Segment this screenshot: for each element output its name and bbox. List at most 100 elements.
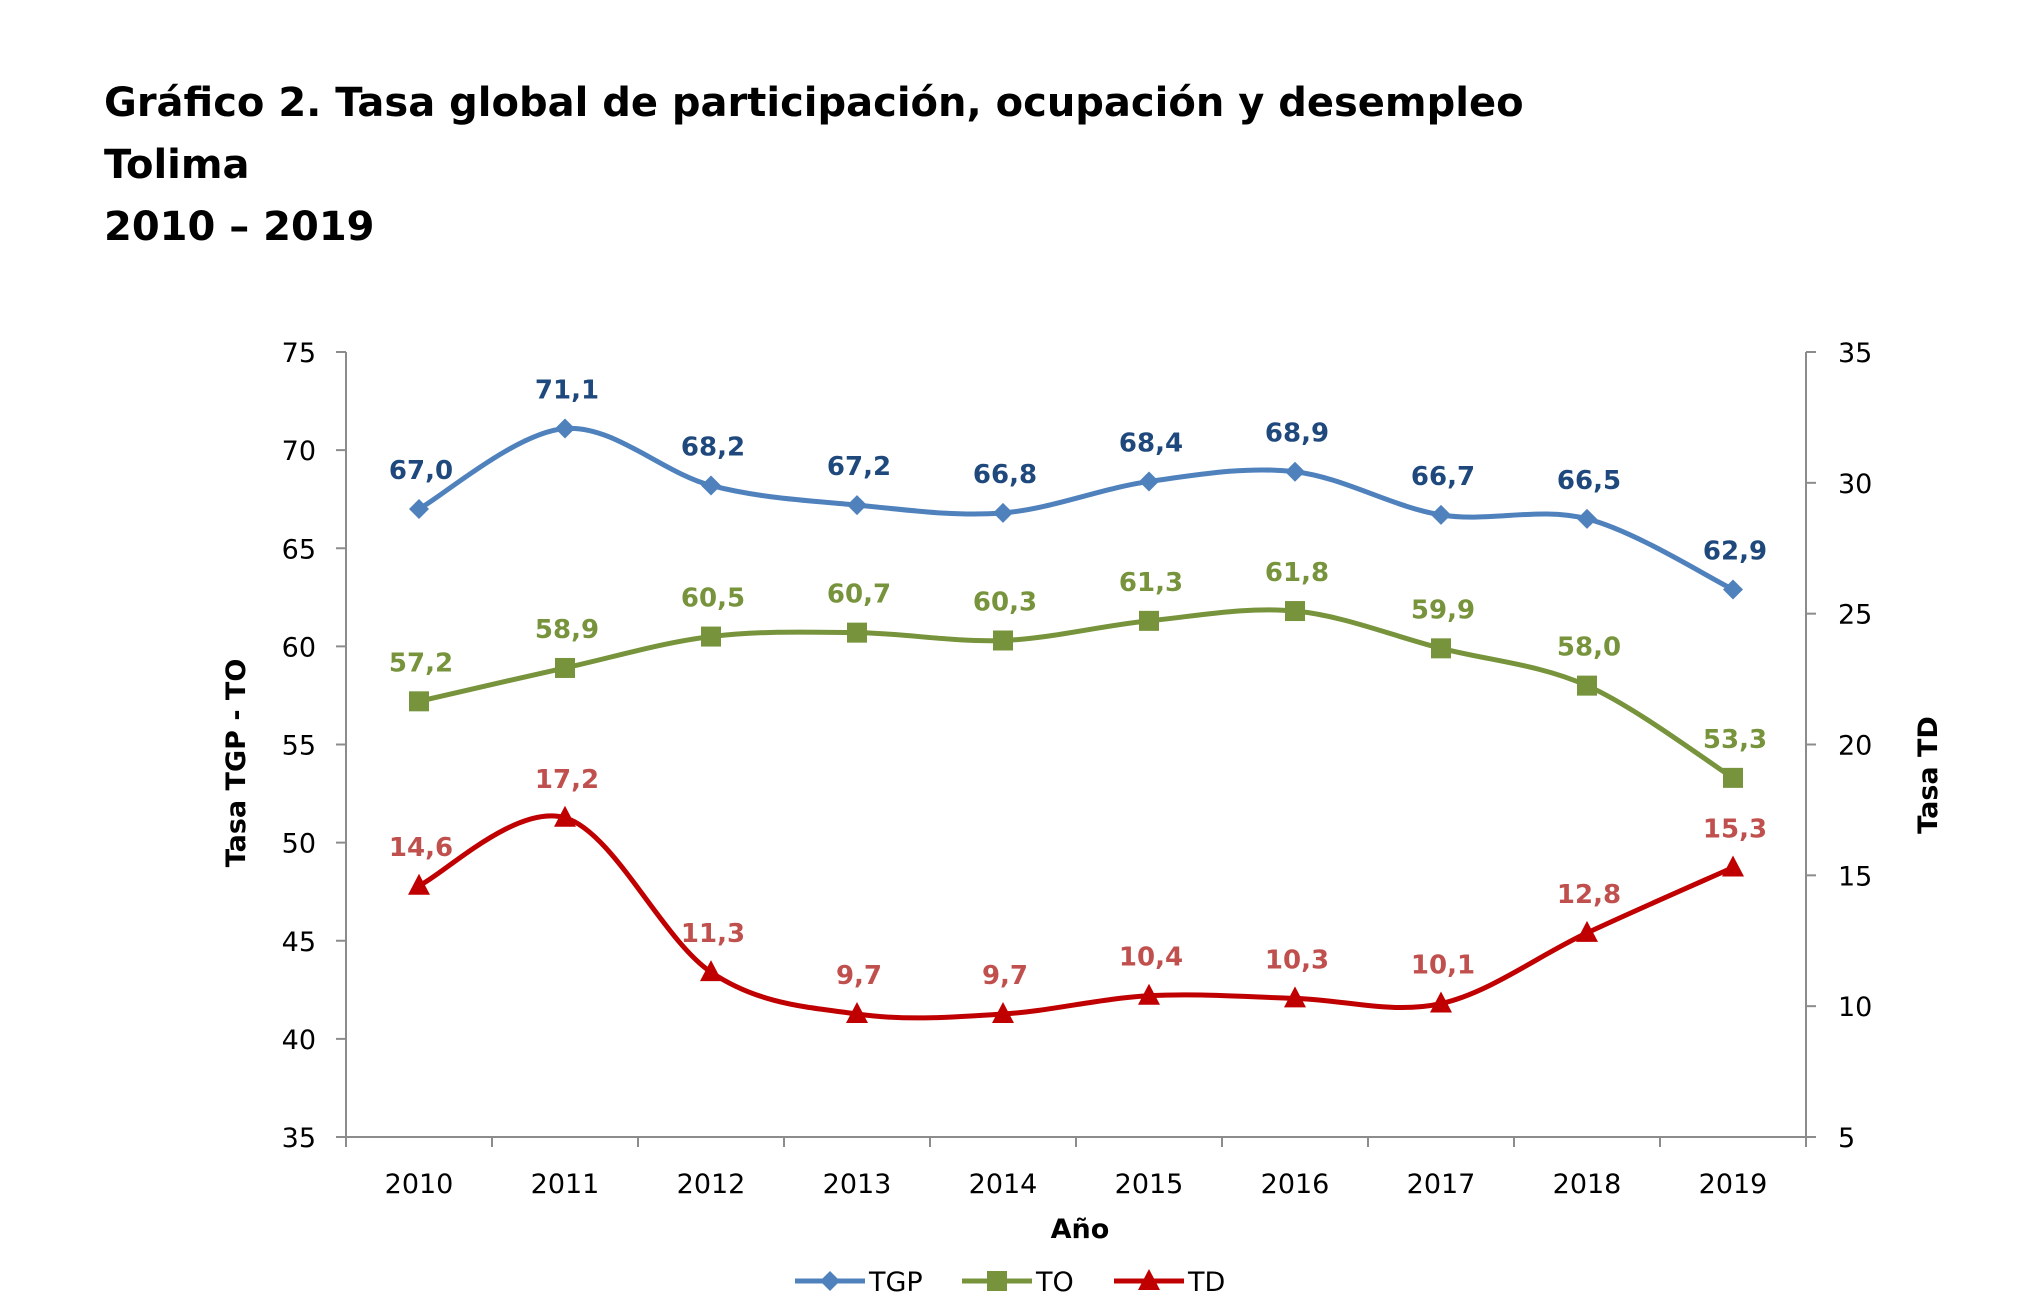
data-label-to: 61,3 — [1119, 568, 1183, 598]
x-axis-tick-label: 2016 — [1261, 1169, 1330, 1200]
data-label-tgp: 71,1 — [535, 376, 599, 406]
data-point-tgp — [1285, 461, 1305, 482]
data-point-to — [1431, 638, 1451, 659]
x-axis-tick-label: 2014 — [969, 1169, 1038, 1200]
data-point-tgp — [1431, 504, 1451, 525]
legend-label-tgp: TGP — [868, 1267, 923, 1293]
data-point-to — [1285, 601, 1305, 622]
x-axis-label: Año — [1051, 1214, 1110, 1245]
series-line-to — [418, 607, 1735, 780]
data-point-td — [846, 1002, 868, 1024]
data-label-tgp: 67,2 — [827, 452, 891, 482]
data-label-tgp: 66,8 — [973, 460, 1037, 490]
data-label-to: 58,9 — [535, 615, 599, 645]
data-point-td — [1576, 920, 1598, 942]
data-label-td: 15,3 — [1703, 814, 1767, 844]
data-point-to — [1139, 610, 1159, 631]
x-axis-tick-label: 2018 — [1553, 1169, 1622, 1200]
data-label-td: 11,3 — [681, 919, 745, 949]
data-label-tgp: 68,9 — [1265, 419, 1329, 449]
data-label-td: 10,3 — [1265, 945, 1329, 975]
data-point-to — [1577, 675, 1597, 696]
chart-legend: TGP TO TD — [795, 1267, 1225, 1293]
y-axis-left-tick-label: 50 — [282, 829, 316, 860]
y-axis-label-left: Tasa TGP - TO — [221, 659, 252, 868]
data-label-td: 9,7 — [836, 961, 882, 991]
chart-title-line-3: 2010 – 2019 — [104, 204, 375, 250]
legend-marker-td — [1138, 1269, 1160, 1290]
data-label-td: 14,6 — [389, 833, 453, 863]
x-axis-tick-label: 2012 — [677, 1169, 746, 1200]
data-point-td — [554, 805, 576, 827]
data-point-to — [701, 626, 721, 647]
legend-label-td: TD — [1187, 1267, 1225, 1293]
data-label-tgp: 68,4 — [1119, 429, 1183, 459]
data-label-to: 53,3 — [1703, 725, 1767, 755]
chart-axes: 35 40 45 50 55 60 65 70 75 5 10 15 20 25 30 35 2010 2011 2… — [282, 338, 1873, 1200]
legend-marker-to — [987, 1271, 1007, 1291]
data-point-to — [1723, 767, 1743, 788]
y-axis-left-tick-label: 70 — [282, 436, 316, 467]
series-line-td — [417, 813, 1735, 1021]
data-point-tgp — [409, 499, 429, 519]
data-label-td: 12,8 — [1557, 880, 1621, 910]
y-axis-left-tick-label: 60 — [282, 632, 316, 663]
data-point-td — [700, 960, 722, 982]
y-axis-right-tick-label: 30 — [1838, 469, 1872, 500]
data-point-tgp — [847, 495, 867, 516]
legend-label-to: TO — [1035, 1267, 1074, 1293]
y-axis-label-right: Tasa TD — [1913, 716, 1944, 834]
y-axis-right-tick-label: 15 — [1838, 861, 1872, 892]
data-point-tgp — [1577, 508, 1597, 529]
chart-title: Gráfico 2. Tasa global de participación,… — [104, 72, 1524, 258]
data-label-tgp: 62,9 — [1703, 536, 1767, 566]
chart-data-labels: 67,0 71,1 68,2 67,2 66,8 68,4 68,9 66,7 66,5 62,9… — [389, 376, 1767, 991]
chart-title-line-1: Gráfico 2. Tasa global de participación,… — [104, 80, 1524, 126]
x-axis-tick-label: 2011 — [531, 1169, 600, 1200]
data-label-to: 59,9 — [1411, 595, 1475, 625]
x-axis-tick-label: 2017 — [1407, 1169, 1476, 1200]
data-point-tgp — [1723, 579, 1743, 600]
y-axis-left-tick-label: 55 — [282, 731, 316, 762]
data-label-to: 58,0 — [1557, 633, 1621, 663]
y-axis-left-tick-label: 75 — [282, 338, 316, 369]
data-point-td — [992, 1002, 1014, 1024]
data-label-tgp: 66,5 — [1557, 466, 1621, 496]
y-axis-left-tick-label: 35 — [282, 1123, 316, 1154]
data-label-td: 17,2 — [535, 765, 599, 795]
data-point-to — [993, 630, 1013, 651]
data-point-td — [408, 873, 430, 895]
data-point-to — [847, 622, 867, 643]
y-axis-right-tick-label: 5 — [1838, 1123, 1855, 1154]
y-axis-left-tick-label: 65 — [282, 534, 316, 565]
data-label-to: 57,2 — [389, 648, 453, 678]
data-point-to — [555, 657, 575, 678]
data-point-td — [1722, 855, 1744, 877]
chart-series-lines — [417, 426, 1735, 1021]
x-axis-tick-label: 2013 — [823, 1169, 892, 1200]
legend-marker-tgp — [820, 1271, 840, 1291]
x-axis-tick-label: 2019 — [1699, 1169, 1768, 1200]
data-label-td: 9,7 — [982, 961, 1028, 991]
data-label-td: 10,4 — [1119, 943, 1183, 973]
series-line-tgp — [417, 426, 1735, 592]
data-label-to: 61,8 — [1265, 558, 1329, 588]
chart-title-line-2: Tolima — [104, 142, 250, 188]
data-label-to: 60,7 — [827, 580, 891, 610]
chart-markers — [408, 418, 1744, 1024]
y-axis-right-tick-label: 35 — [1838, 338, 1872, 369]
data-point-tgp — [1139, 471, 1159, 492]
data-label-tgp: 68,2 — [681, 432, 745, 462]
data-point-td — [1284, 986, 1306, 1008]
y-axis-right-tick-label: 20 — [1838, 731, 1872, 762]
data-point-tgp — [993, 502, 1013, 523]
y-axis-right-tick-label: 10 — [1838, 992, 1872, 1023]
data-point-tgp — [701, 475, 721, 496]
y-axis-left-tick-label: 45 — [282, 927, 316, 958]
data-label-tgp: 67,0 — [389, 456, 453, 486]
data-label-tgp: 66,7 — [1411, 462, 1475, 492]
x-axis-tick-label: 2010 — [385, 1169, 454, 1200]
data-label-to: 60,5 — [681, 584, 745, 614]
data-point-tgp — [555, 418, 575, 439]
